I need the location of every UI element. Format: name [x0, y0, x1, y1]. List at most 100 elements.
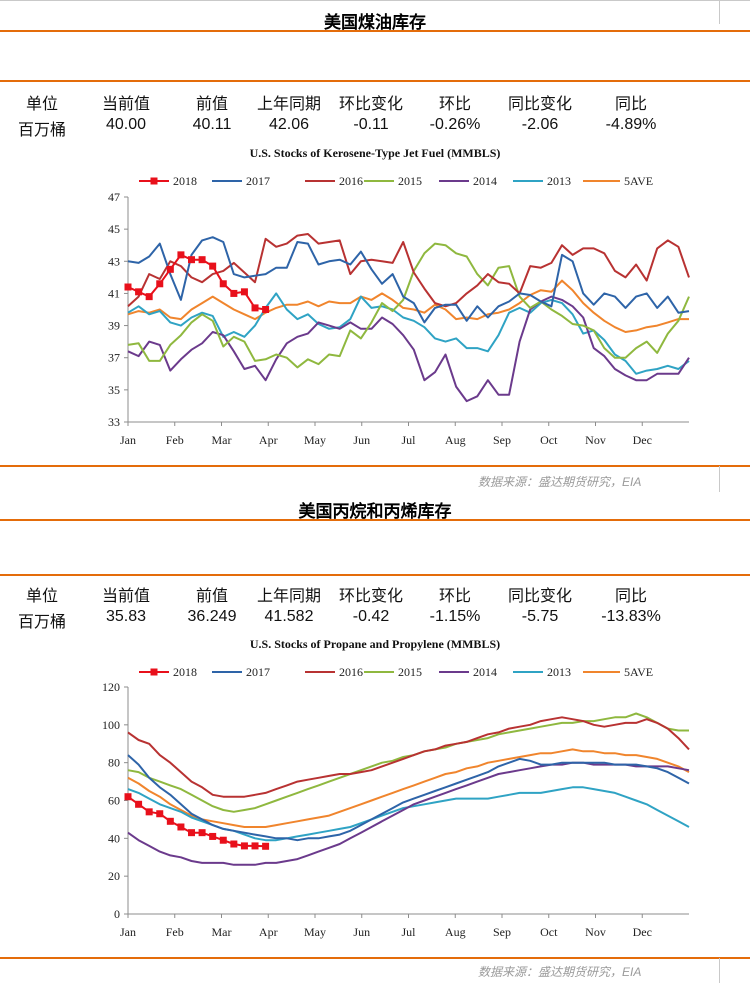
series-marker-2018	[219, 836, 227, 844]
legend-label-2016: 2016	[339, 174, 363, 188]
stats-value-row: 百万桶 40.00 40.11 42.06 -0.11 -0.26% -2.06…	[0, 116, 750, 140]
legend-label-2014: 2014	[473, 174, 497, 188]
stats-wow-change: -0.11	[353, 116, 389, 133]
y-tick-label: 120	[102, 680, 120, 694]
x-tick-label: May	[304, 433, 326, 447]
y-tick-label: 60	[108, 794, 120, 808]
series-line-2015	[127, 242, 690, 369]
y-tick-label: 35	[108, 383, 120, 397]
stats-header: 同比变化	[507, 96, 572, 113]
stats-unit: 百万桶	[17, 122, 66, 139]
series-marker-2018	[124, 793, 132, 801]
series-marker-2018	[198, 829, 206, 837]
series-marker-2018	[262, 842, 270, 850]
source-divider	[719, 958, 720, 983]
section-divider	[0, 465, 750, 467]
series-marker-2018	[145, 808, 153, 816]
legend-label-2013: 2013	[547, 665, 571, 679]
series-marker-2018	[177, 251, 185, 259]
x-tick-label: Apr	[259, 433, 278, 447]
source-note-kerosene: 数据来源：盛达期货研究，EIA	[478, 475, 642, 489]
x-tick-label: Aug	[445, 433, 466, 447]
series-marker-2018	[230, 840, 238, 848]
stats-header: 同比	[614, 588, 647, 605]
stats-header: 当前值	[101, 588, 150, 605]
section-title-propane: 美国丙烷和丙烯库存	[298, 502, 452, 521]
x-tick-label: Oct	[540, 433, 558, 447]
series-line-2016	[127, 716, 690, 798]
legend-label-5AVE: 5AVE	[624, 665, 653, 679]
y-tick-label: 33	[108, 415, 120, 429]
legend-label-2013: 2013	[547, 174, 571, 188]
x-tick-label: Jun	[353, 925, 370, 939]
series-marker-2018	[166, 817, 174, 825]
x-tick-label: Mar	[212, 433, 232, 447]
stats-header: 前值	[195, 96, 228, 113]
legend-label-2018: 2018	[173, 174, 197, 188]
series-line-2018	[127, 795, 266, 848]
y-tick-label: 80	[108, 756, 120, 770]
stats-header: 环比	[438, 588, 471, 605]
stats-last-year: 42.06	[268, 116, 310, 133]
stats-value-row: 百万桶 35.83 36.249 41.582 -0.42 -1.15% -5.…	[0, 608, 750, 632]
x-tick-label: Jan	[120, 925, 136, 939]
y-tick-label: 100	[102, 718, 120, 732]
series-marker-2018	[240, 288, 248, 296]
legend-label-5AVE: 5AVE	[624, 174, 653, 188]
series-marker-2018	[177, 823, 185, 831]
top-right-divider	[719, 0, 720, 24]
stats-yoy-pct: -4.89%	[605, 116, 657, 133]
stats-header-row: 单位 当前值 前值 上年同期 环比变化 环比 同比变化 同比	[0, 582, 750, 606]
x-tick-label: Sep	[493, 433, 511, 447]
y-tick-label: 37	[108, 351, 120, 365]
section-title-kerosene: 美国煤油库存	[324, 13, 426, 32]
stats-header: 上年同期	[256, 588, 321, 605]
stats-divider	[0, 80, 750, 82]
stats-yoy-change: -2.06	[521, 116, 559, 133]
x-tick-label: Nov	[585, 433, 606, 447]
stats-wow-pct: -1.15%	[429, 608, 481, 625]
x-tick-label: Jun	[353, 433, 370, 447]
x-tick-label: May	[304, 925, 326, 939]
stats-yoy-change: -5.75	[521, 608, 559, 625]
legend-label-2016: 2016	[339, 665, 363, 679]
y-tick-label: 45	[108, 222, 120, 236]
x-tick-label: Apr	[259, 925, 278, 939]
series-marker-2018	[188, 829, 196, 837]
series-line-2018	[127, 253, 266, 311]
kerosene-line-chart: 33 35 37 39 41 43 45 47 Jan Feb Mar Apr May Jun Jul Aug…	[108, 174, 690, 447]
x-tick-label: Mar	[212, 925, 232, 939]
stats-divider	[0, 574, 750, 576]
y-tick-label: 47	[108, 190, 120, 204]
source-note-propane: 数据来源：盛达期货研究，EIA	[478, 965, 642, 979]
series-marker-2018	[240, 842, 248, 850]
propane-line-chart: 0 20 40 60 80 100 120 Jan Feb Mar Apr May Jun Jul Aug S…	[102, 665, 690, 939]
series-marker-2018	[209, 262, 217, 270]
section-divider	[0, 30, 750, 32]
x-tick-label: Feb	[166, 433, 184, 447]
series-marker-2018	[219, 280, 227, 288]
series-line-2017	[127, 236, 690, 324]
x-tick-label: Jul	[401, 925, 416, 939]
y-tick-label: 41	[108, 286, 120, 300]
y-tick-label: 0	[114, 907, 120, 921]
stats-header: 环比变化	[338, 588, 403, 605]
series-marker-2018	[230, 289, 238, 297]
stats-header-row: 单位 当前值 前值 上年同期 环比变化 环比 同比变化 同比	[0, 90, 750, 114]
x-tick-label: Nov	[585, 925, 606, 939]
legend-label-2018: 2018	[173, 665, 197, 679]
series-marker-2018	[156, 280, 164, 288]
stats-header: 单位	[25, 96, 58, 113]
stats-header: 前值	[195, 588, 228, 605]
series-marker-2018	[166, 265, 174, 273]
series-marker-2018	[156, 810, 164, 818]
stats-header: 同比	[614, 96, 647, 113]
chart-title-propane: U.S. Stocks of Propane and Propylene (MM…	[249, 637, 501, 651]
legend-marker-2018	[150, 177, 158, 185]
stats-header: 单位	[25, 588, 58, 605]
series-marker-2018	[188, 256, 196, 264]
y-tick-label: 40	[108, 831, 120, 845]
legend-label-2014: 2014	[473, 665, 497, 679]
section-divider	[0, 957, 750, 959]
legend-label-2015: 2015	[398, 174, 422, 188]
